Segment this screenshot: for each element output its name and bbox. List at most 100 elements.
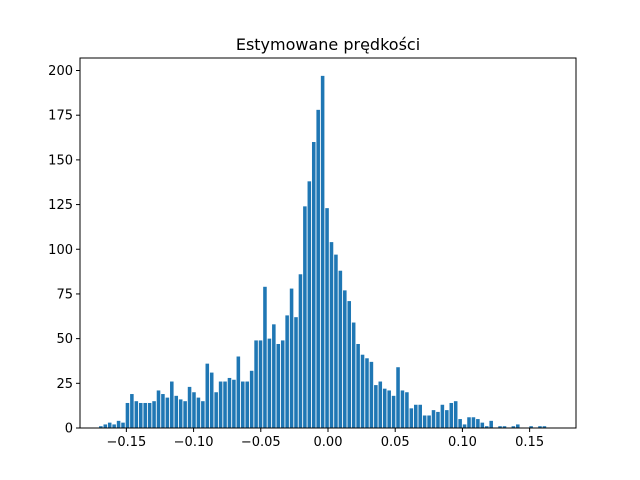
histogram-bar [147, 402, 152, 428]
histogram-bar [347, 301, 352, 428]
histogram-bar [382, 388, 387, 428]
histogram-bar [205, 363, 210, 428]
histogram-bar [196, 397, 201, 428]
histogram-bar [396, 367, 400, 428]
x-tick-label: 0.00 [314, 435, 343, 450]
histogram-bar [369, 361, 374, 428]
x-tick-label: 0.05 [381, 435, 410, 450]
histogram-bar [391, 395, 396, 428]
histogram-bar [436, 411, 440, 428]
histogram-bar [484, 426, 489, 428]
histogram-bar [254, 340, 258, 428]
histogram-bar [351, 322, 356, 428]
histogram-bar [258, 340, 263, 428]
histogram-bar [440, 404, 445, 428]
y-tick-label: 150 [48, 153, 73, 168]
histogram-bar [365, 358, 369, 428]
histogram-bar [476, 419, 480, 428]
histogram-bar [187, 386, 192, 428]
histogram-bar [449, 402, 454, 428]
histogram-bar [165, 397, 170, 428]
x-tick-label: −0.15 [106, 435, 146, 450]
histogram-bar [170, 381, 174, 428]
histogram-bar [502, 426, 507, 428]
histogram-bar [400, 390, 405, 428]
histogram-bar [378, 381, 383, 428]
bars-group [99, 75, 547, 429]
histogram-bar [453, 401, 458, 428]
histogram-bar [542, 426, 547, 428]
histogram-bar [192, 392, 196, 428]
histogram-bar [152, 401, 156, 428]
histogram-bar [227, 377, 232, 428]
histogram-bar [134, 401, 139, 428]
y-tick-label: 25 [56, 377, 73, 392]
histogram-bar [107, 422, 112, 428]
histogram-bar [276, 343, 281, 428]
histogram-bar [329, 242, 334, 428]
histogram-bar [121, 422, 125, 428]
histogram-bar [263, 286, 267, 428]
histogram-bar [405, 392, 409, 428]
histogram-bar [529, 426, 533, 428]
histogram-bar [538, 426, 542, 428]
histogram-bar [311, 142, 316, 428]
y-tick-label: 200 [48, 64, 73, 79]
histogram-bar [409, 408, 414, 428]
histogram-bar [241, 381, 245, 428]
histogram-bar [214, 392, 218, 428]
histogram-bar [325, 208, 329, 428]
histogram-bar [143, 402, 147, 428]
y-tick-label: 50 [56, 332, 73, 347]
histogram-bar [209, 372, 214, 428]
histogram-bar [480, 422, 485, 428]
histogram-bar [236, 356, 241, 428]
histogram-bar [427, 415, 431, 428]
histogram-bar [320, 75, 325, 429]
histogram-bar [125, 402, 130, 428]
histogram-bar [431, 410, 436, 428]
histogram-bar [201, 401, 205, 428]
histogram-bar [285, 315, 289, 428]
histogram-bar [249, 370, 254, 428]
chart-title: Estymowane prędkości [236, 35, 420, 54]
histogram-bar [138, 402, 143, 428]
histogram-bar [223, 381, 227, 428]
histogram-bar [272, 324, 276, 428]
y-tick-label: 100 [48, 243, 73, 258]
histogram-bar [232, 379, 236, 428]
histogram-bar [458, 419, 462, 428]
histogram-bar [178, 399, 183, 428]
histogram-bar [511, 426, 516, 428]
histogram-bar [116, 420, 121, 428]
histogram-bar [183, 401, 187, 428]
histogram-bar [356, 343, 360, 428]
histogram-bar [343, 290, 347, 428]
y-tick-label: 75 [56, 287, 73, 302]
histogram-bar [338, 270, 343, 428]
histogram-bar [414, 404, 418, 428]
y-axis: 0 25 50 75 100 125 150 175 200 [48, 64, 80, 437]
histogram-bar [174, 395, 179, 428]
histogram-bar [298, 274, 303, 428]
y-tick-label: 175 [48, 109, 73, 124]
histogram-bar [156, 390, 161, 428]
histogram-bar [462, 424, 467, 428]
x-axis: −0.15 −0.10 −0.05 0.00 0.05 0.10 0.15 [106, 428, 544, 450]
histogram-bar [130, 394, 134, 428]
histogram-bar [489, 420, 493, 428]
histogram-bar [307, 181, 312, 428]
histogram-bar [445, 410, 449, 428]
histogram-bar [374, 385, 378, 428]
histogram-bar [289, 288, 294, 428]
histogram-bar [334, 254, 338, 428]
histogram-bar [103, 424, 108, 428]
histogram-bar [267, 338, 272, 428]
histogram-bar [112, 424, 116, 428]
histogram-bar [161, 394, 165, 428]
histogram-bar [99, 426, 103, 428]
histogram-bar [516, 424, 520, 428]
x-tick-label: −0.10 [174, 435, 214, 450]
y-tick-label: 0 [65, 422, 73, 437]
